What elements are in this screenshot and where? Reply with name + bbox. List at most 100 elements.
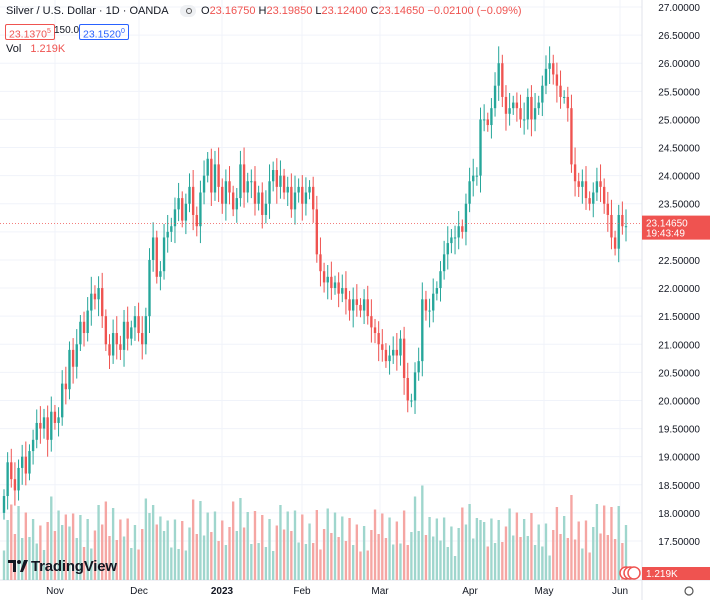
candle-body xyxy=(544,68,548,86)
volume-bar xyxy=(461,507,464,580)
volume-bar xyxy=(592,527,595,580)
candle-body xyxy=(453,237,457,239)
events-icon[interactable] xyxy=(619,566,641,580)
volume-bar xyxy=(173,519,177,580)
candle-body xyxy=(533,108,537,120)
volume-bar xyxy=(130,548,133,580)
candle-body xyxy=(31,439,35,452)
candle-body xyxy=(282,175,286,193)
candle-body xyxy=(617,214,620,249)
volume-bar xyxy=(308,523,311,580)
candle-body xyxy=(319,254,322,272)
candle-body xyxy=(555,74,559,86)
y-tick-label: 27.00000 xyxy=(658,3,700,14)
y-tick-label: 25.50000 xyxy=(658,87,700,98)
candle-body xyxy=(122,321,126,350)
volume-bar xyxy=(271,551,275,580)
candle-body xyxy=(188,186,191,204)
y-tick-label: 19.50000 xyxy=(658,425,700,436)
volume-bar xyxy=(501,542,504,580)
volume-bar xyxy=(90,548,93,580)
candle-body xyxy=(417,361,420,373)
candle-body xyxy=(144,316,148,345)
candle-body xyxy=(355,299,359,305)
volume-bar xyxy=(111,508,115,580)
open-label: O xyxy=(201,5,210,17)
x-tick-label: May xyxy=(535,586,554,597)
volume-bar xyxy=(61,525,64,580)
volume-bar xyxy=(126,518,129,580)
volume-bar xyxy=(584,520,588,580)
volume-bar xyxy=(468,504,471,580)
candle-body xyxy=(610,214,613,238)
volume-bar xyxy=(286,511,289,580)
volume-bar xyxy=(472,538,475,580)
volume-bar xyxy=(406,545,409,580)
candle-body xyxy=(235,198,238,210)
volume-bar xyxy=(588,552,591,580)
volume-bar xyxy=(21,538,24,580)
candle-body xyxy=(68,349,71,390)
volume-bar xyxy=(108,536,111,580)
volume-bar xyxy=(275,525,278,580)
candle-body xyxy=(446,243,449,255)
volume-bar xyxy=(148,513,151,580)
buy-button[interactable]: 23.15200 xyxy=(79,24,129,41)
candle-body xyxy=(522,119,526,121)
candle-body xyxy=(570,108,573,165)
high-label: H xyxy=(258,5,267,17)
volume-bar xyxy=(46,522,49,580)
candle-body xyxy=(552,63,555,75)
volume-bar xyxy=(119,519,122,580)
volume-bar xyxy=(573,539,577,580)
candle-body xyxy=(177,198,180,210)
volume-bar xyxy=(384,538,388,580)
candle-body xyxy=(82,321,86,334)
change-value: −0.02100 (−0.09%) xyxy=(427,5,522,17)
x-tick-label: Jun xyxy=(612,586,628,597)
volume-bar xyxy=(464,524,468,580)
candle-body xyxy=(472,175,475,182)
y-tick-label: 18.00000 xyxy=(658,509,700,520)
volume-bar xyxy=(479,520,482,580)
candle-body xyxy=(93,293,97,300)
volume-bar xyxy=(522,519,526,580)
candle-body xyxy=(57,417,60,423)
candle-body xyxy=(493,85,497,109)
volume-bar xyxy=(621,543,624,580)
volume-bar xyxy=(141,529,144,580)
eye-icon[interactable] xyxy=(180,5,196,17)
volume-bar xyxy=(231,501,235,580)
sell-price: 23.1370 xyxy=(9,28,47,41)
open-value: 23.16750 xyxy=(209,5,256,17)
settings-icon[interactable] xyxy=(684,586,694,596)
last-price-tag-value: 23.14650 xyxy=(646,219,688,230)
candle-body xyxy=(155,237,158,277)
candle-body xyxy=(373,327,377,334)
volume-bar xyxy=(239,498,242,580)
y-tick-label: 20.50000 xyxy=(658,368,700,379)
y-tick-label: 26.00000 xyxy=(658,59,700,70)
candle-body xyxy=(17,467,20,491)
volume-bar xyxy=(421,485,424,580)
candle-body xyxy=(13,479,17,491)
volume-bar xyxy=(482,522,486,580)
volume-bar xyxy=(28,537,31,580)
close-value: 23.14650 xyxy=(378,5,425,17)
buy-price: 23.1520 xyxy=(83,28,121,41)
volume-bar xyxy=(417,531,420,580)
volume-bar xyxy=(512,535,515,580)
candle-body xyxy=(71,349,75,367)
x-axis: Nov Dec 2023 Feb Mar Apr May Jun xyxy=(46,586,628,597)
candle-body xyxy=(362,299,366,311)
sell-button[interactable]: 23.13705 xyxy=(5,24,55,41)
volume-bar xyxy=(53,531,57,580)
candle-body xyxy=(311,186,315,210)
volume-bar xyxy=(359,551,362,580)
candle-body xyxy=(519,108,522,120)
volume-bar xyxy=(42,550,46,580)
candle-body xyxy=(326,276,329,283)
symbol-title[interactable]: Silver / U.S. Dollar · 1D · OANDA xyxy=(6,5,169,17)
volume-bar xyxy=(562,516,566,580)
